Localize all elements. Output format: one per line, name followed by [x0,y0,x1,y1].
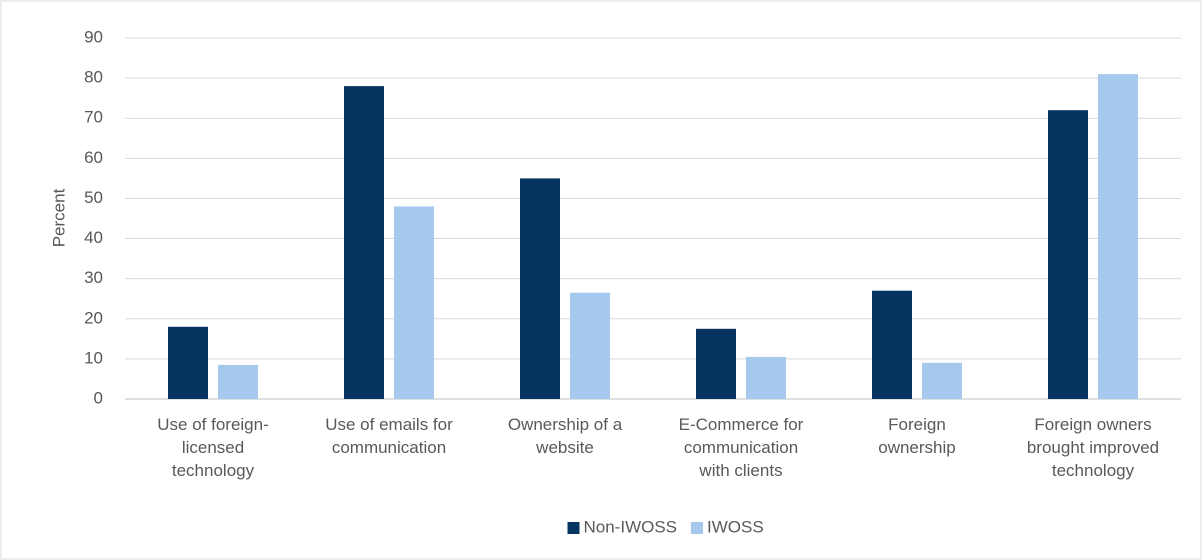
y-axis-title: Percent [49,188,68,247]
bar [168,326,208,399]
y-tick-label: 30 [84,268,103,287]
bar [218,364,258,399]
bar [746,356,786,399]
x-tick-label: Use of foreign- licensed technology [157,415,269,480]
bar [872,290,912,399]
y-tick-label: 20 [84,308,103,327]
bar [344,86,384,399]
bar [394,206,434,399]
bar [520,178,560,399]
y-tick-label: 40 [84,228,103,247]
legend-label: IWOSS [707,517,764,536]
y-tick-label: 50 [84,188,103,207]
bar [922,362,962,399]
x-tick-label: Use of emails for communication [325,415,453,457]
legend-swatch [567,522,580,534]
x-tick-label: Ownership of a website [507,415,623,457]
bar [696,328,736,399]
bar [1098,74,1138,399]
bar [1048,110,1088,399]
y-tick-label: 60 [84,148,103,167]
legend-swatch [691,522,703,534]
x-tick-label: Foreign owners brought improved technolo… [1026,415,1160,480]
y-tick-label: 80 [84,68,103,87]
y-tick-label: 10 [84,348,103,367]
y-tick-label: 90 [84,27,103,46]
bar [570,292,610,399]
y-tick-label: 70 [84,108,103,127]
x-tick-label: Foreign ownership [878,415,956,457]
x-tick-label: E-Commerce for communication with client… [678,415,804,480]
legend-label: Non-IWOSS [584,517,678,536]
y-tick-label: 0 [94,388,103,407]
